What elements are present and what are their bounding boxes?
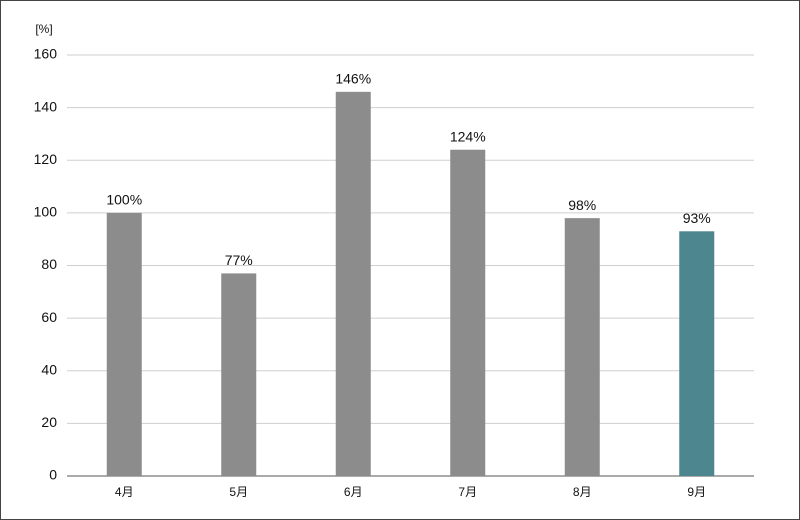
y-tick-label: 20	[41, 414, 57, 430]
x-tick-label: 5月	[229, 485, 248, 499]
y-tick-label: 100	[34, 204, 58, 220]
value-label: 93%	[683, 210, 711, 226]
value-label: 124%	[450, 128, 486, 144]
y-tick-label: 80	[41, 256, 57, 272]
value-label: 146%	[335, 71, 371, 87]
bar	[564, 218, 600, 476]
bar	[221, 273, 257, 476]
x-tick-label: 4月	[115, 485, 134, 499]
bar	[106, 212, 142, 476]
x-tick-label: 6月	[344, 485, 363, 499]
bar	[679, 231, 715, 476]
x-tick-label: 9月	[687, 485, 706, 499]
y-tick-label: 0	[49, 467, 57, 483]
x-tick-label: 7月	[458, 485, 477, 499]
y-tick-label: 60	[41, 309, 57, 325]
y-tick-label: 160	[34, 46, 58, 62]
y-tick-label: 40	[41, 361, 57, 377]
value-label: 77%	[225, 252, 253, 268]
value-label: 98%	[568, 197, 596, 213]
value-label: 100%	[106, 192, 142, 208]
bar	[335, 91, 371, 477]
bar	[450, 149, 486, 476]
y-tick-label: 140	[34, 98, 58, 114]
x-tick-label: 8月	[573, 485, 592, 499]
y-tick-label: 120	[34, 151, 58, 167]
y-axis-label: [%]	[35, 22, 52, 36]
